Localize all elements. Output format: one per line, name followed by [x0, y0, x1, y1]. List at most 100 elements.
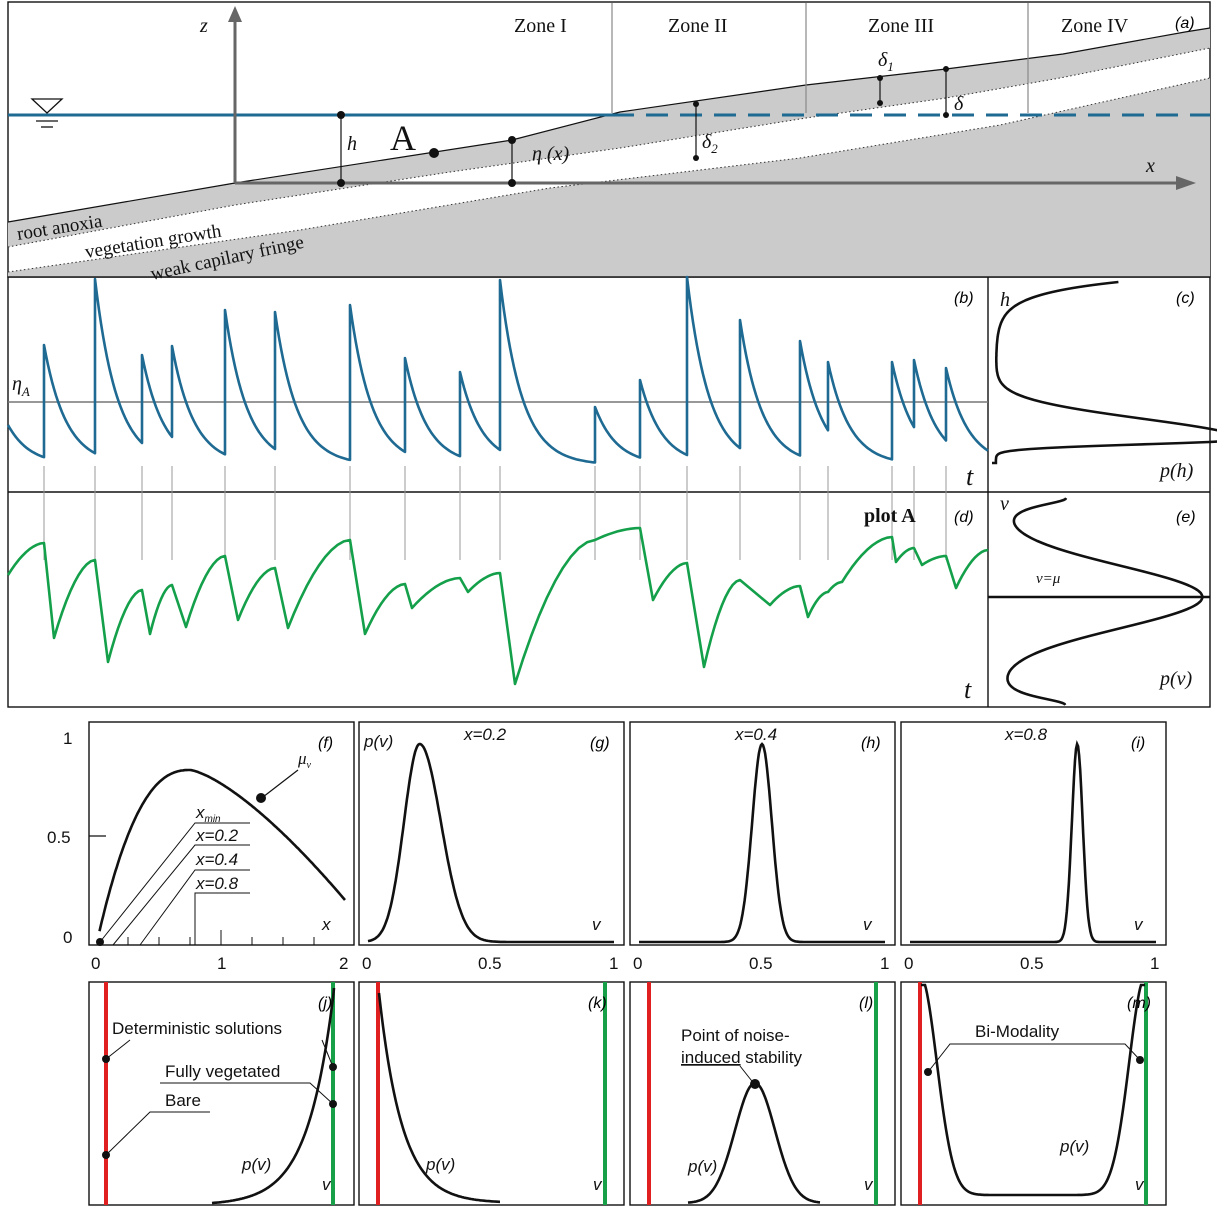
panel-j: (j) Deterministic solutions Fully vegeta… [89, 982, 354, 1205]
panel-j-ylabel: p(v) [241, 1155, 271, 1174]
panel-h-frame [630, 722, 895, 945]
panel-g-ylabel: p(v) [363, 732, 393, 751]
h-xtick-1: 1 [880, 954, 889, 973]
panel-m-label: (m) [1127, 995, 1151, 1012]
f-ytick-1: 1 [63, 729, 72, 748]
panel-l-ylabel: p(v) [687, 1157, 717, 1176]
panel-g: p(v) x=0.2 (g) v 0 0.5 1 [359, 722, 624, 973]
vegetation-time-series [8, 528, 988, 684]
panel-k: (k) p(v) v [359, 982, 624, 1205]
pv-curve-x08 [910, 744, 1156, 942]
noise-stability-dot [750, 1079, 760, 1089]
panel-h: x=0.4 (h) v 0 0.5 1 [630, 722, 895, 973]
eta-label: η (x) [532, 143, 569, 165]
panel-f: μv (f) x 1 0.5 0 xmin x=0.2 x=0.4 x=0.8 … [47, 722, 354, 973]
panel-c: (c) h p(h) [992, 282, 1217, 482]
panel-l: (l) Point of noise- induced stability p(… [630, 982, 895, 1205]
delta2-label: δ2 [702, 131, 718, 156]
panel-i-xlabel: v [1134, 915, 1144, 934]
f-x-minor-ticks [128, 930, 314, 945]
pv-curve-x02 [368, 744, 614, 942]
h-marker-top-dot [337, 111, 345, 119]
zone-label-2: Zone II [668, 15, 727, 37]
v-mu-label: v=μ [1036, 571, 1061, 587]
delta1-top-dot [877, 75, 883, 81]
ph-density-curve [992, 282, 1217, 463]
panel-g-label: (g) [590, 735, 610, 752]
water-table-symbol [32, 99, 62, 127]
soil-capillary-fringe-area [8, 78, 1210, 277]
panel-a-label: (a) [1175, 15, 1195, 32]
delta1-label: δ1 [878, 49, 894, 74]
panel-m: (m) Bi-Modality p(v) v [901, 982, 1166, 1205]
deterministic-solutions-label: Deterministic solutions [112, 1019, 282, 1038]
mu-v-label: μv [297, 749, 312, 771]
panel-e-y-label: v [1000, 493, 1009, 515]
noise-stability-line2: induced stability [681, 1048, 802, 1067]
fully-vegetated-dot [329, 1100, 337, 1108]
panel-k-label: (k) [588, 995, 607, 1012]
zone-label-3: Zone III [868, 15, 934, 37]
t-axis-label-e: t [964, 675, 972, 704]
panel-h-title: x=0.4 [734, 725, 777, 744]
g-xtick-0: 0 [362, 954, 371, 973]
panel-i: x=0.8 (i) v 0 0.5 1 [901, 722, 1166, 973]
panel-g-frame [359, 722, 624, 945]
panel-b-label: (b) [954, 290, 974, 307]
water-level-time-series [8, 277, 988, 463]
bare-leader [106, 1112, 210, 1155]
panel-i-frame [901, 722, 1166, 945]
bare-dot [102, 1151, 110, 1159]
panel-f-x-label: x [321, 915, 331, 934]
panel-b: ηA (b) t [8, 277, 988, 491]
panel-i-title: x=0.8 [1004, 725, 1048, 744]
delta2-bottom-dot [693, 155, 699, 161]
panel-a: Zone I Zone II Zone III Zone IV (a) z x … [8, 2, 1210, 285]
panel-c-y-label: h [1000, 289, 1010, 311]
panel-d-label: (d) [954, 509, 974, 526]
panel-f-label: (f) [318, 735, 333, 752]
bimodality-label: Bi-Modality [975, 1022, 1060, 1041]
deterministic-dot-right [329, 1063, 337, 1071]
x-04-label: x=0.4 [195, 850, 238, 869]
delta2-top-dot [693, 101, 699, 107]
x-min-label: xmin [195, 803, 221, 825]
panel-j-frame [89, 982, 354, 1205]
bimodality-leader [928, 1044, 1140, 1072]
pv-curve-x04 [639, 744, 885, 942]
deterministic-leader-left [106, 1040, 130, 1059]
panel-h-xlabel: v [863, 915, 873, 934]
panel-c-x-label: p(h) [1158, 460, 1194, 482]
mu-v-leader [263, 770, 298, 797]
panel-e: (e) v v=μ p(v) t [964, 493, 1210, 705]
h-label: h [347, 133, 357, 155]
h-xtick-0: 0 [633, 954, 642, 973]
panel-l-xlabel: v [864, 1175, 874, 1194]
delta1-bottom-dot [877, 100, 883, 106]
bare-label: Bare [165, 1091, 201, 1110]
panel-m-ylabel: p(v) [1059, 1137, 1089, 1156]
h-xtick-05: 0.5 [749, 954, 773, 973]
x-08-leader [195, 893, 250, 945]
panel-k-xlabel: v [593, 1175, 603, 1194]
f-xtick-0: 0 [91, 954, 100, 973]
x-axis-label: x [1145, 155, 1155, 177]
panel-c-label: (c) [1176, 290, 1195, 307]
eta-marker-top-dot [508, 136, 516, 144]
z-axis-label: z [199, 15, 208, 37]
panel-g-title: x=0.2 [463, 725, 507, 744]
panel-m-xlabel: v [1135, 1175, 1145, 1194]
i-xtick-0: 0 [904, 954, 913, 973]
g-xtick-1: 1 [609, 954, 618, 973]
bimodality-dot-right [1136, 1056, 1144, 1064]
i-xtick-1: 1 [1150, 954, 1159, 973]
f-ytick-05: 0.5 [47, 828, 71, 847]
delta-label: δ [954, 93, 964, 115]
t-axis-label-b: t [966, 462, 974, 491]
panel-l-label: (l) [859, 995, 873, 1012]
panel-e-label: (e) [1176, 509, 1196, 526]
bimodality-dot-left [924, 1068, 932, 1076]
zone-label-1: Zone I [514, 15, 567, 37]
z-axis-arrow [228, 6, 242, 22]
panel-k-frame [359, 982, 624, 1205]
